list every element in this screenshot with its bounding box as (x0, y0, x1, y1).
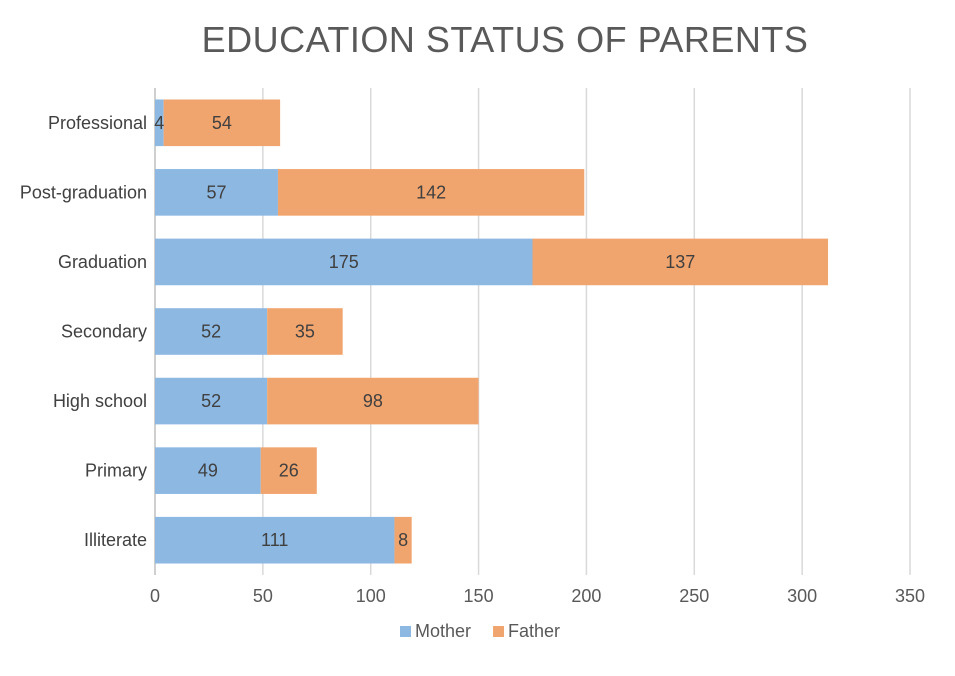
bar-mother (155, 377, 268, 425)
bar-mother (155, 169, 278, 216)
x-tick-label: 300 (787, 586, 817, 606)
bar-father (394, 516, 412, 564)
legend-swatch-mother (400, 626, 411, 637)
category-label: Secondary (61, 322, 147, 342)
bar-father (267, 377, 479, 425)
chart-title: EDUCATION STATUS OF PARENTS (202, 19, 809, 60)
data-label: 52 (201, 322, 221, 342)
data-label: 57 (206, 182, 226, 202)
data-label: 26 (279, 461, 299, 481)
bar-father (267, 308, 343, 355)
bar-father (260, 447, 317, 494)
x-tick-label: 0 (150, 586, 160, 606)
data-label: 142 (416, 182, 446, 202)
data-label: 137 (665, 252, 695, 272)
data-label: 49 (198, 461, 218, 481)
bar-mother (155, 99, 164, 147)
x-tick-label: 250 (679, 586, 709, 606)
x-tick-label: 350 (895, 586, 925, 606)
legend: Mother Father (400, 621, 560, 641)
x-tick-label: 100 (356, 586, 386, 606)
bar-mother (155, 447, 261, 494)
data-label: 111 (261, 530, 288, 550)
data-label: 4 (154, 113, 164, 133)
category-label: Graduation (58, 252, 147, 272)
x-tick-label: 50 (253, 586, 273, 606)
data-label: 8 (398, 530, 408, 550)
category-label: Post-graduation (20, 182, 147, 202)
x-axis-tick-labels: 0 50 100 150 200 250 300 350 (150, 586, 925, 606)
x-tick-label: 200 (571, 586, 601, 606)
bar-father (163, 99, 281, 147)
data-label: 175 (329, 252, 359, 272)
data-label: 35 (295, 322, 315, 342)
category-label: Primary (85, 461, 147, 481)
bar-father (532, 238, 829, 286)
data-label: 52 (201, 391, 221, 411)
bar-mother (155, 238, 533, 286)
category-label: High school (53, 391, 147, 411)
bar-mother (155, 516, 395, 564)
category-label: Professional (48, 113, 147, 133)
data-label: 54 (212, 113, 232, 133)
bar-mother (155, 308, 268, 355)
legend-label-father: Father (508, 621, 560, 641)
data-labels: 4 54 57 142 175 137 52 35 52 98 49 26 111 8 (154, 113, 695, 550)
legend-label-mother: Mother (415, 621, 471, 641)
legend-swatch-father (493, 626, 505, 637)
category-labels: Professional Post-graduation Graduation Sec… (20, 113, 147, 550)
bar-father (277, 169, 585, 216)
category-label: Illiterate (84, 530, 147, 550)
bars (155, 99, 829, 564)
data-label: 98 (363, 391, 383, 411)
x-tick-label: 150 (464, 586, 494, 606)
